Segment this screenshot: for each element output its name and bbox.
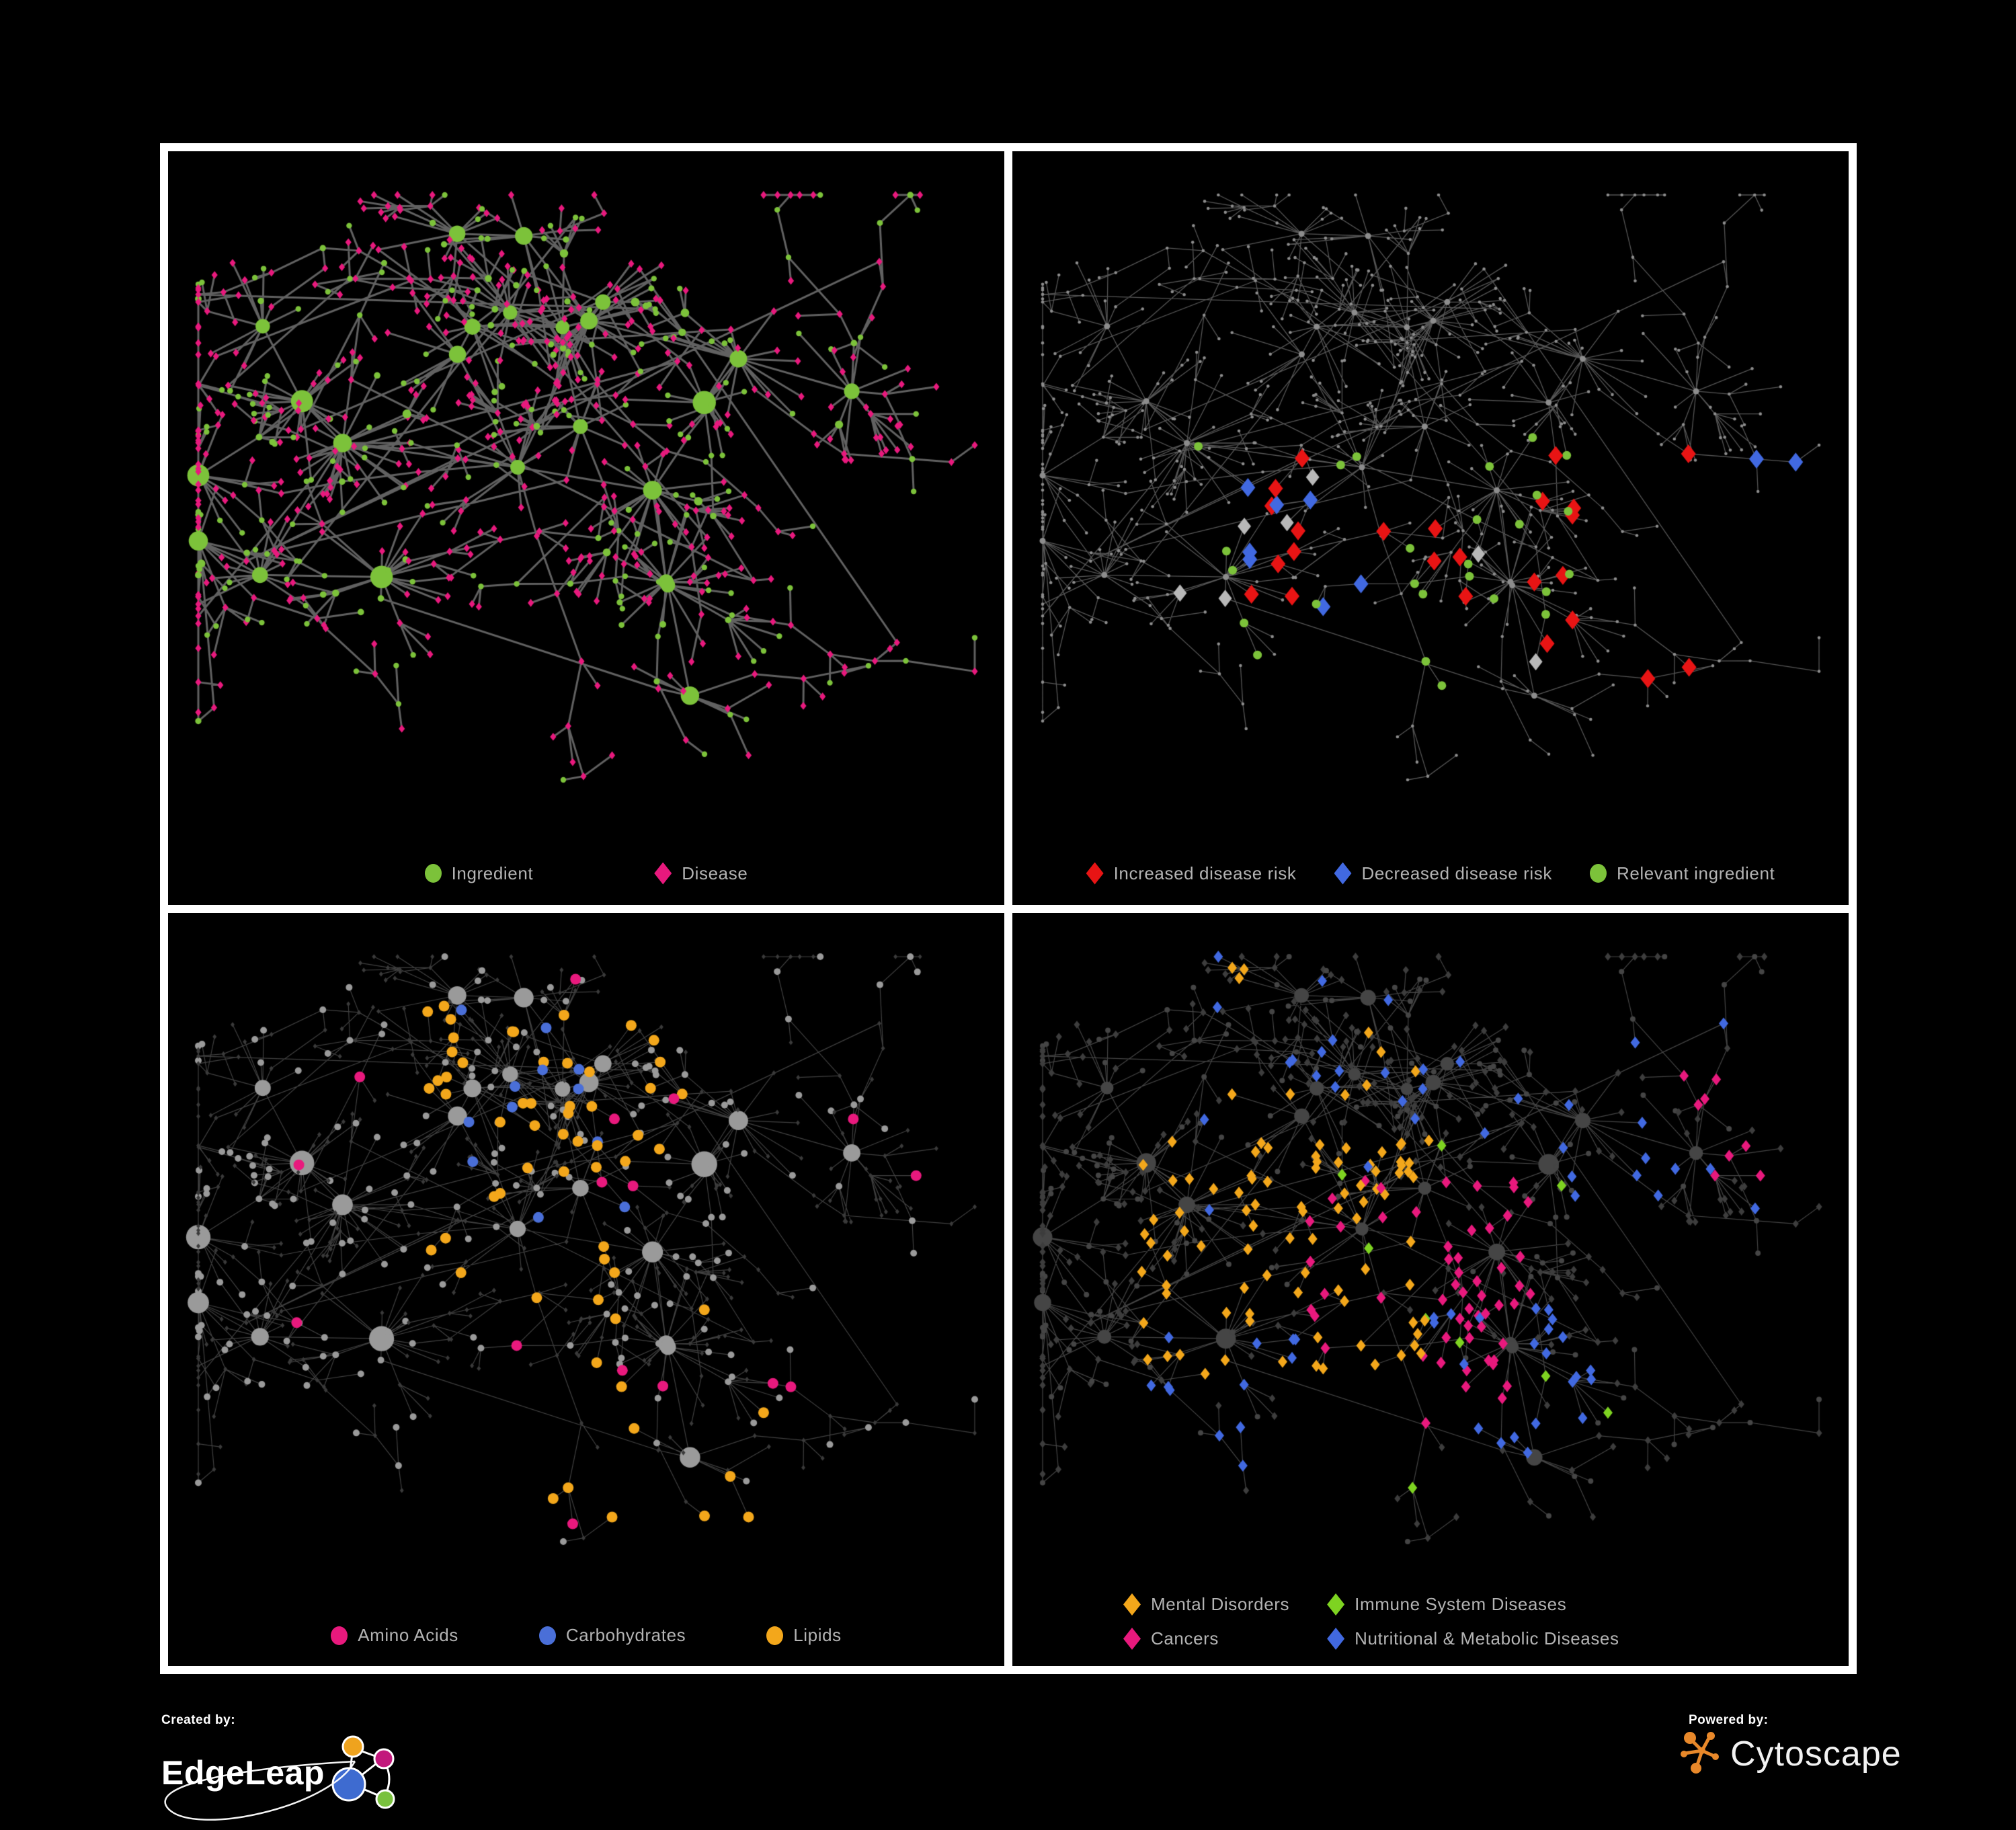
legend-label: Immune System Diseases	[1355, 1594, 1567, 1614]
relevant-ingredient-legend-marker-circle-icon	[1589, 864, 1607, 883]
legend-label: Disease	[682, 863, 748, 883]
disease-legend-marker-diamond-icon	[654, 862, 672, 885]
legend-item-mental-disorders: Mental Disorders	[1123, 1593, 1289, 1616]
legend-label: Amino Acids	[358, 1625, 458, 1645]
immune-system-diseases-legend-marker-diamond-icon	[1327, 1593, 1345, 1616]
ingredient-legend-marker-circle-icon	[424, 864, 442, 883]
cancers-legend-marker-diamond-icon	[1123, 1628, 1141, 1650]
legend-item-decreased-disease-risk: Decreased disease risk	[1334, 862, 1552, 885]
legend-item-carbohydrates: Carbohydrates	[538, 1625, 686, 1646]
legend-label: Mental Disorders	[1151, 1594, 1290, 1614]
legend-label: Lipids	[793, 1625, 842, 1645]
legend-item-immune-system-diseases: Immune System Diseases	[1327, 1593, 1619, 1616]
legend-label: Carbohydrates	[565, 1625, 686, 1645]
network-canvas-ingredient-disease	[168, 151, 1004, 904]
lipids-legend-marker-circle-icon	[766, 1626, 784, 1645]
legend-label: Decreased disease risk	[1361, 863, 1552, 883]
legend-ingredient-disease: Ingredient Disease	[168, 862, 1004, 885]
legend-label: Relevant ingredient	[1616, 863, 1775, 883]
legend-disease-categories: Mental Disorders Immune System Diseases Ca…	[1123, 1593, 1619, 1650]
legend-item-relevant-ingredient: Relevant ingredient	[1589, 863, 1775, 884]
edgeleap-logo-icon	[331, 1735, 395, 1809]
mental-disorders-legend-marker-diamond-icon	[1123, 1593, 1141, 1616]
decreased-disease-risk-legend-marker-diamond-icon	[1334, 862, 1352, 885]
legend-item-cancers: Cancers	[1123, 1628, 1289, 1650]
legend-item-lipids: Lipids	[766, 1625, 842, 1646]
edgeleap-wordmark: EdgeLeap	[161, 1754, 325, 1792]
powered-by-label: Powered by:	[1689, 1713, 1769, 1727]
legend-item-nutritional-metabolic-diseases: Nutritional & Metabolic Diseases	[1327, 1628, 1619, 1650]
edgeleap-brand-line: EdgeLeap	[161, 1733, 450, 1821]
amino-acids-legend-marker-circle-icon	[331, 1626, 348, 1645]
legend-item-increased-disease-risk: Increased disease risk	[1086, 862, 1297, 885]
legend-label: Nutritional & Metabolic Diseases	[1355, 1628, 1619, 1648]
network-panels-grid: Ingredient Disease Increased disease risk…	[160, 143, 1857, 1674]
legend-item-amino-acids: Amino Acids	[331, 1625, 458, 1646]
created-by-label: Created by:	[161, 1713, 236, 1727]
cytoscape-logo-icon	[1681, 1732, 1719, 1774]
network-canvas-disease-risk	[1012, 151, 1849, 904]
legend-macronutrients: Amino Acids Carbohydrates Lipids	[168, 1625, 1004, 1646]
legend-label: Increased disease risk	[1113, 863, 1297, 883]
increased-disease-risk-legend-marker-diamond-icon	[1086, 862, 1104, 885]
panel-macronutrients: Amino Acids Carbohydrates Lipids	[168, 912, 1004, 1666]
panel-disease-categories: Mental Disorders Immune System Diseases Ca…	[1012, 912, 1849, 1666]
legend-item-disease: Disease	[654, 862, 748, 885]
legend-item-ingredient: Ingredient	[424, 863, 534, 884]
panel-disease-risk: Increased disease risk Decreased disease …	[1012, 151, 1849, 905]
cytoscape-logo: Powered by: Cytosc	[1681, 1713, 1963, 1807]
network-canvas-disease-categories	[1012, 912, 1849, 1666]
nutritional-metabolic-diseases-legend-marker-diamond-icon	[1327, 1628, 1345, 1650]
carbohydrates-legend-marker-circle-icon	[538, 1626, 556, 1645]
network-canvas-macronutrients	[168, 912, 1004, 1666]
legend-label: Ingredient	[451, 863, 534, 883]
legend-disease-risk: Increased disease risk Decreased disease …	[1012, 862, 1849, 885]
cytoscape-brand-line: Cytoscape	[1681, 1730, 1963, 1778]
legend-label: Cancers	[1151, 1628, 1219, 1648]
cytoscape-wordmark: Cytoscape	[1730, 1735, 1902, 1774]
panel-ingredient-disease: Ingredient Disease	[168, 151, 1004, 905]
edgeleap-logo: Created by: EdgeLeap	[161, 1713, 450, 1821]
